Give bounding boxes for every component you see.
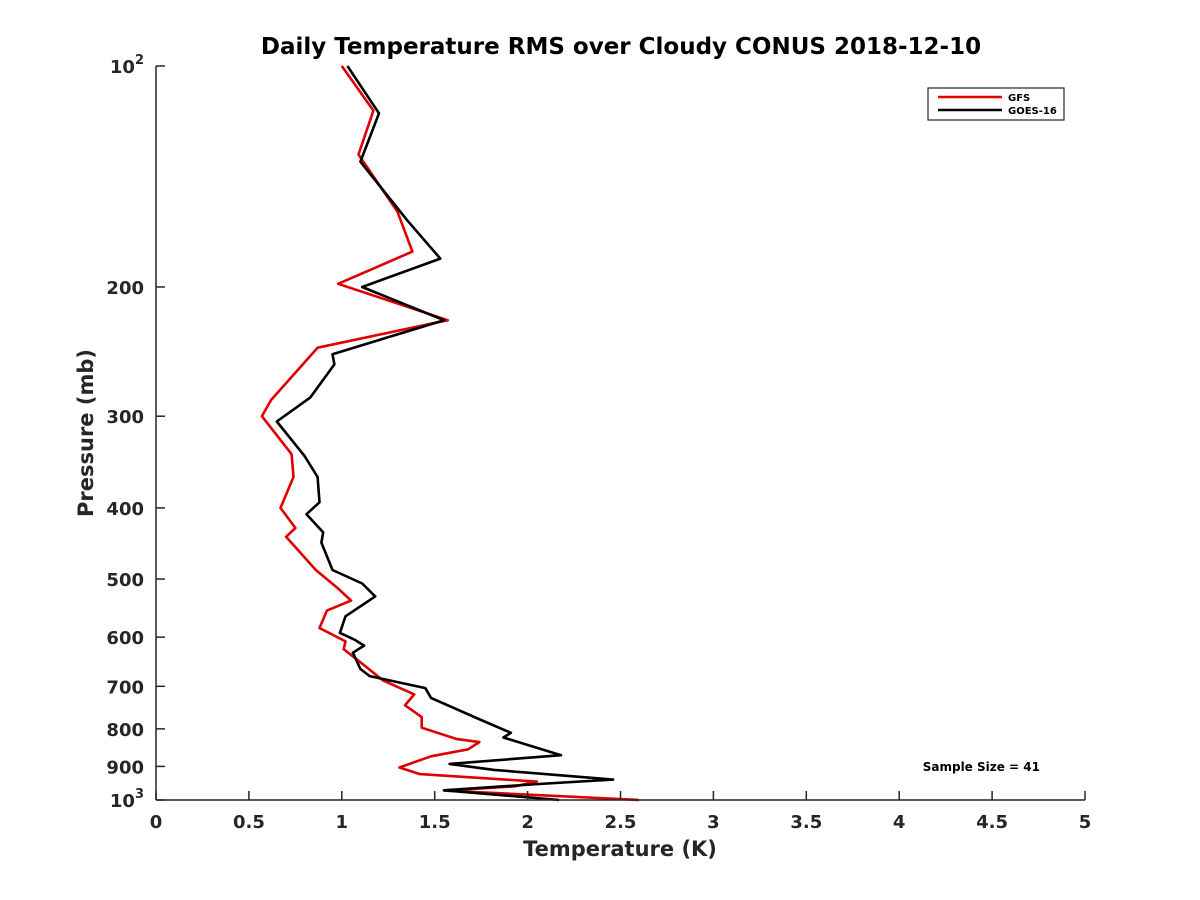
legend: GFS GOES-16: [927, 87, 1065, 121]
x-axis-ticks: 0 0.5 1 1.5 2 2.5 3 3.5 4 4.5 5: [150, 791, 1092, 833]
x-tick-label: 3.5: [790, 812, 822, 833]
series-line-goes16: [275, 65, 615, 802]
y-tick-label: 800: [106, 720, 144, 741]
x-tick-label: 3: [707, 812, 720, 833]
chart-title: Daily Temperature RMS over Cloudy CONUS …: [261, 34, 981, 60]
x-tick-label: 4.5: [976, 812, 1008, 833]
y-axis-ticks: 102 200 300 400 500 600 700 800 900 103: [106, 53, 165, 812]
x-tick-label: 1.5: [419, 812, 451, 833]
x-tick-label: 0.5: [233, 812, 265, 833]
y-tick-label: 300: [106, 407, 144, 428]
x-axis-label: Temperature (K): [523, 837, 717, 861]
y-tick-label: 600: [106, 628, 144, 649]
y-tick-label: 900: [106, 757, 144, 778]
x-tick-label: 2: [521, 812, 534, 833]
x-tick-label: 0: [150, 812, 163, 833]
legend-box: [927, 87, 1065, 121]
y-tick-label: 400: [106, 499, 144, 520]
legend-label-gfs: GFS: [1008, 93, 1030, 104]
y-tick-label: 200: [106, 278, 144, 299]
x-tick-label: 4: [893, 812, 906, 833]
y-tick-label: 102: [110, 53, 144, 78]
x-tick-label: 1: [336, 812, 349, 833]
y-tick-label: 103: [110, 787, 144, 812]
y-tick-label: 700: [106, 677, 144, 698]
x-tick-label: 5: [1079, 812, 1092, 833]
sample-size-annotation: Sample Size = 41: [923, 760, 1040, 774]
legend-label-goes16: GOES-16: [1008, 106, 1057, 117]
series-layer: [260, 65, 640, 802]
x-tick-label: 2.5: [605, 812, 637, 833]
y-axis-label: Pressure (mb): [74, 349, 98, 517]
y-tick-label: 500: [106, 570, 144, 591]
